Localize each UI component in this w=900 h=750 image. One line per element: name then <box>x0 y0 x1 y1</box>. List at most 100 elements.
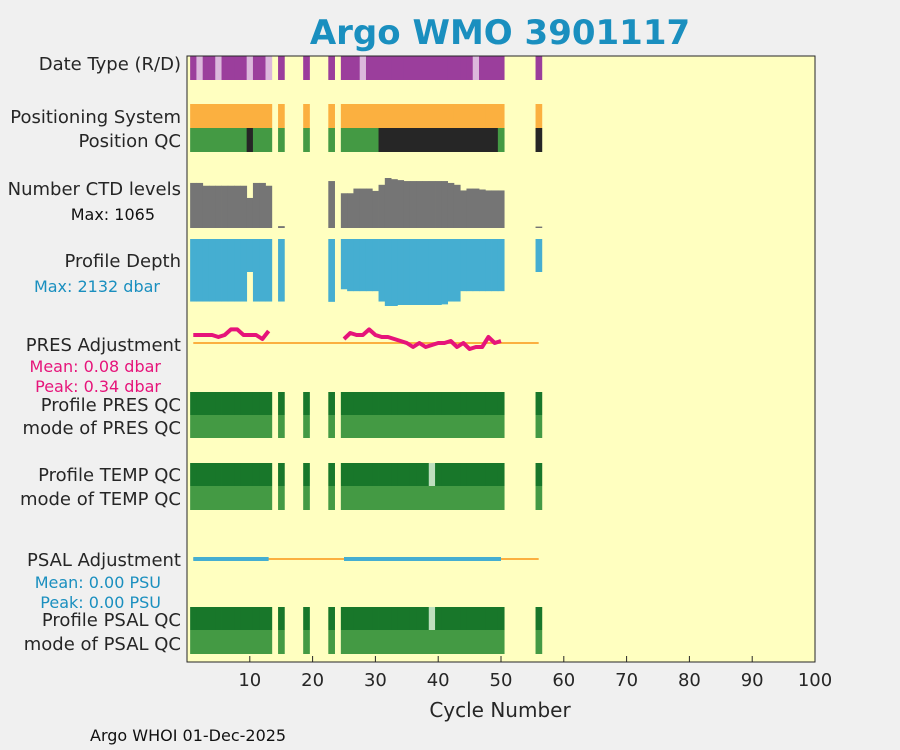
profile-temp-qc-cell <box>409 463 417 486</box>
mode-psal-qc-cell <box>328 630 335 654</box>
profile-depth-bar <box>234 239 241 302</box>
position-qc-cell <box>460 128 467 152</box>
mode-temp-qc-cell <box>221 486 229 510</box>
profile-pres-qc-cell <box>403 392 411 415</box>
position-qc-cell <box>234 128 241 152</box>
mode-psal-qc-cell <box>422 630 430 654</box>
position-qc-cell <box>303 128 310 152</box>
mode-psal-qc-cell <box>447 630 455 654</box>
x-tick-label: 20 <box>301 670 324 691</box>
ctd-levels-bar <box>479 189 486 228</box>
mode-pres-qc-cell <box>479 415 486 438</box>
profile-pres-qc-cell <box>378 392 386 415</box>
profile-psal-qc-cell <box>221 607 229 630</box>
pres-adjustment-line <box>342 327 502 351</box>
mode-temp-qc-cell <box>303 486 310 510</box>
profile-temp-qc-cell <box>384 463 392 486</box>
label-positioning-system: Positioning System <box>10 107 181 128</box>
mode-psal-qc-cell <box>234 630 241 654</box>
mode-psal-qc-cell <box>252 630 260 654</box>
ctd-levels-bar <box>202 185 210 228</box>
profile-depth-bar <box>460 239 467 292</box>
mode-psal-qc-cell <box>409 630 417 654</box>
profile-psal-qc-cell <box>359 607 367 630</box>
mode-temp-qc-cell <box>265 486 273 510</box>
profile-pres-qc-cell <box>359 392 367 415</box>
positioning-system-cell <box>340 104 348 128</box>
profile-depth-bar <box>347 239 354 292</box>
profile-psal-qc-cell <box>491 607 499 630</box>
mode-psal-qc-cell <box>485 630 492 654</box>
ctd-levels-bar <box>196 182 204 228</box>
date-type-cell <box>246 56 254 80</box>
mode-temp-qc-cell <box>347 486 354 510</box>
mode-psal-qc-cell <box>190 630 197 654</box>
mode-psal-qc-cell <box>259 630 266 654</box>
chart-title: Argo WMO 3901117 <box>310 13 690 53</box>
positioning-system-cell <box>422 104 430 128</box>
ctd-levels-bar <box>441 181 449 228</box>
position-qc-cell <box>466 128 474 152</box>
ctd-levels-bar <box>466 188 474 228</box>
profile-psal-qc-cell <box>466 607 474 630</box>
mode-psal-qc-cell <box>491 630 499 654</box>
mode-pres-qc-cell <box>535 415 543 438</box>
mode-temp-qc-cell <box>278 486 285 510</box>
mode-temp-qc-cell <box>391 486 398 510</box>
positioning-system-cell <box>259 104 266 128</box>
date-type-cell <box>303 56 310 80</box>
ctd-levels-bar <box>491 190 499 228</box>
profile-pres-qc-cell <box>384 392 392 415</box>
mode-psal-qc-cell <box>278 630 285 654</box>
mode-pres-qc-cell <box>359 415 367 438</box>
positioning-system-cell <box>365 104 373 128</box>
profile-psal-qc-cell <box>447 607 455 630</box>
profile-pres-qc-cell <box>466 392 474 415</box>
date-type-cell <box>428 56 436 80</box>
profile-temp-qc-cell <box>208 463 216 486</box>
profile-pres-qc-cell <box>428 392 436 415</box>
profile-psal-qc-cell <box>365 607 373 630</box>
mode-psal-qc-cell <box>202 630 210 654</box>
profile-pres-qc-cell <box>278 392 285 415</box>
profile-psal-qc-cell <box>240 607 248 630</box>
positioning-system-cell <box>215 104 222 128</box>
profile-psal-qc-cell <box>215 607 222 630</box>
axes: 10 20 30 40 50 60 70 80 90 100 <box>186 55 832 691</box>
profile-pres-qc-cell <box>460 392 467 415</box>
profile-pres-qc-cell <box>391 392 398 415</box>
date-type-cell <box>416 56 423 80</box>
positioning-system-cell <box>208 104 216 128</box>
mode-psal-qc-cell <box>497 630 505 654</box>
positioning-system-cell <box>479 104 486 128</box>
mode-temp-qc-cell <box>384 486 392 510</box>
profile-pres-qc-cell <box>221 392 229 415</box>
date-type-cell <box>259 56 266 80</box>
position-qc-cell <box>485 128 492 152</box>
profile-depth-bar <box>466 239 474 292</box>
position-qc-cell <box>378 128 386 152</box>
ctd-levels-bar <box>391 179 398 228</box>
profile-depth-bar <box>215 239 222 302</box>
mode-temp-qc-cell <box>466 486 474 510</box>
ctd-levels-bar <box>347 193 354 228</box>
mode-psal-qc-cell <box>347 630 354 654</box>
profile-depth-bar <box>397 239 405 305</box>
mode-temp-qc-cell <box>378 486 386 510</box>
positioning-system-cell <box>246 104 254 128</box>
profile-psal-qc-cell <box>535 607 543 630</box>
profile-pres-qc-cell <box>365 392 373 415</box>
profile-pres-qc-cell <box>472 392 480 415</box>
profile-temp-qc-cell <box>303 463 310 486</box>
profile-psal-qc-cell <box>202 607 210 630</box>
ctd-levels-bar <box>497 190 505 228</box>
profile-psal-qc-cell <box>190 607 197 630</box>
date-type-cell <box>497 56 505 80</box>
date-type-cell <box>208 56 216 80</box>
mode-pres-qc-cell <box>227 415 235 438</box>
position-qc-cell <box>384 128 392 152</box>
profile-psal-qc-cell <box>403 607 411 630</box>
profile-depth-bar <box>259 239 266 302</box>
profile-pres-qc-cell <box>208 392 216 415</box>
x-tick-label: 80 <box>678 670 701 691</box>
